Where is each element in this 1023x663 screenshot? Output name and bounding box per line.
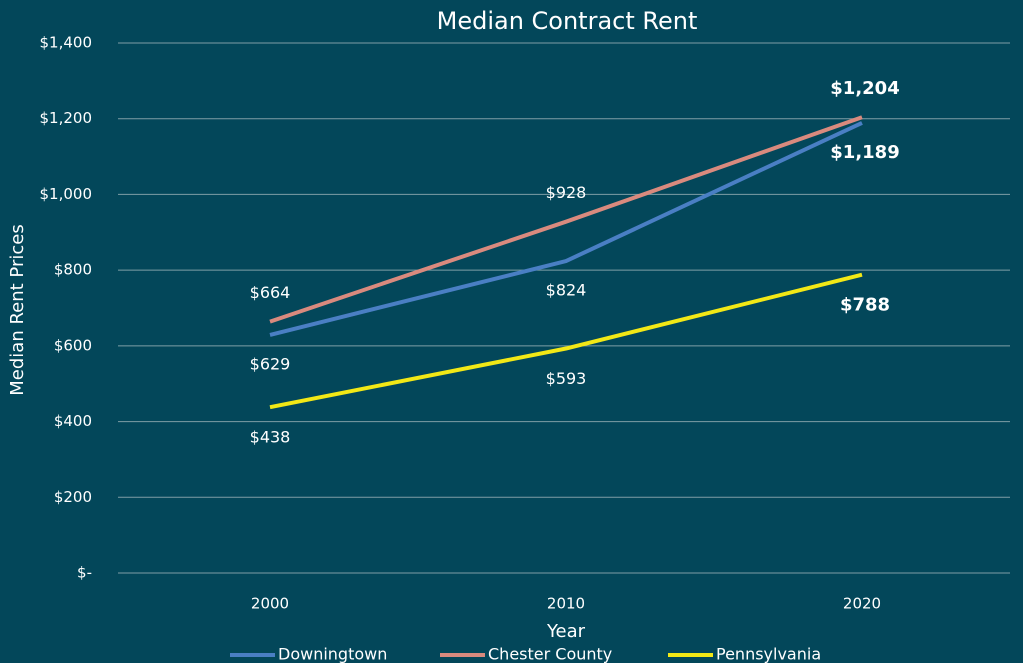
line-series — [269, 115, 863, 324]
x-tick-label: 2010 — [547, 595, 585, 613]
y-tick-label: $200 — [54, 488, 92, 506]
data-label: $824 — [546, 281, 587, 300]
chart-title: Median Contract Rent — [437, 7, 698, 35]
data-label: $593 — [546, 369, 587, 388]
data-label: $1,189 — [830, 142, 899, 163]
y-tick-label: $600 — [54, 336, 92, 354]
x-tick-label: 2020 — [843, 595, 881, 613]
y-tick-label: $1,200 — [40, 109, 93, 127]
y-tick-label: $800 — [54, 261, 92, 279]
line-series — [269, 272, 863, 410]
x-tick-label: 2000 — [251, 595, 289, 613]
data-label: $629 — [250, 354, 291, 373]
x-axis-title: Year — [546, 621, 586, 642]
data-label: $1,204 — [830, 78, 899, 99]
legend-label: Downingtown — [278, 645, 387, 663]
data-label: $438 — [250, 428, 291, 447]
data-label: $928 — [546, 183, 587, 202]
data-label: $788 — [840, 295, 890, 316]
y-tick-label: $1,400 — [40, 34, 93, 52]
y-tick-label: $1,000 — [40, 185, 93, 203]
line-series — [269, 121, 863, 337]
y-axis-title: Median Rent Prices — [7, 224, 28, 395]
data-label: $664 — [250, 283, 291, 302]
y-tick-label: $400 — [54, 412, 92, 430]
legend-label: Pennsylvania — [716, 645, 821, 663]
legend-label: Chester County — [488, 645, 612, 663]
y-tick-label: $- — [77, 564, 92, 582]
